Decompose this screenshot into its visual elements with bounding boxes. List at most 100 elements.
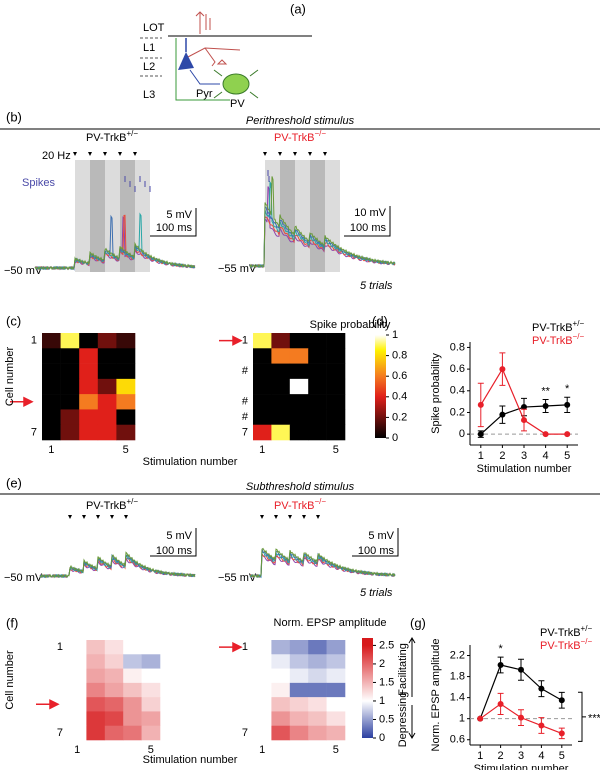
data-point [558, 697, 565, 704]
row-label: # [242, 396, 249, 408]
heatmap-cell [326, 333, 346, 349]
colorbar [362, 638, 373, 738]
x-tick-label: 5 [559, 750, 565, 762]
genotype-label: PV-TrkB−/− [274, 497, 326, 512]
x-tick-label: 2 [498, 750, 504, 762]
heatmap-cell [253, 394, 272, 410]
voltage-trace [39, 551, 196, 579]
heatmap-cell [271, 725, 291, 741]
heatmap-cell [253, 333, 272, 349]
heatmap-cell [271, 682, 291, 698]
heatmap-cell [326, 654, 346, 669]
heatmap-cell [42, 363, 61, 380]
x-tick-label: 3 [521, 450, 527, 462]
heatmap-cell [123, 725, 142, 741]
heatmap-cell [326, 348, 346, 364]
baseline-label: −55 mV [218, 263, 257, 275]
heatmap-cell [60, 363, 80, 380]
heatmap-cell [42, 348, 61, 364]
y-axis-label: Norm. EPSP amplitude [430, 639, 442, 752]
heatmap-cell [253, 682, 272, 698]
heatmap-cell [123, 711, 142, 727]
heatmap-cell [104, 697, 124, 712]
heatmap-cell [289, 394, 309, 410]
heatmap-cell [79, 333, 99, 349]
label: Pyr [196, 88, 213, 100]
col-label: 1 [259, 744, 265, 756]
pv-cell [222, 73, 250, 95]
colorbar-tick-label: 0.4 [392, 391, 407, 403]
spikes-label: Spikes [22, 177, 56, 189]
heatmap-cell [253, 348, 272, 364]
x-tick-label: 3 [518, 750, 524, 762]
direction-arrow [408, 637, 416, 739]
scale-label: 5 mV [368, 530, 394, 542]
direction-label: Facilitating [397, 643, 409, 696]
heatmap-cell [308, 640, 327, 655]
row-label: # [242, 365, 249, 377]
y-axis-label: Cell number [4, 347, 16, 407]
heatmap-cell [97, 333, 117, 349]
superscript: +/− [126, 129, 138, 138]
heatmap-cell [104, 640, 124, 655]
x-tick-label: 1 [477, 750, 483, 762]
genotype-label: PV-TrkB+/− [86, 129, 138, 144]
heatmap-cell [79, 409, 99, 426]
heatmap-cell [123, 668, 142, 684]
colorbar-tick-label: 1 [379, 695, 385, 707]
heatmap-cell [271, 640, 291, 655]
scale-bar [150, 528, 197, 557]
y-tick-label: 0.6 [450, 363, 465, 375]
x-tick-label: 4 [538, 750, 544, 762]
legend-entry: PV-TrkB+/− [540, 624, 592, 639]
scale-label: 100 ms [156, 222, 193, 234]
heatmap-cell [60, 348, 80, 364]
heatmap-cell [271, 394, 291, 410]
heatmap-cell [42, 424, 61, 441]
heatmap-cell [326, 640, 346, 655]
stim-tick [323, 152, 327, 156]
trials-label: 5 trials [360, 280, 393, 292]
row-arrow [10, 396, 34, 407]
heatmap-cell [289, 682, 309, 698]
x-axis-label: Stimulation number [477, 463, 572, 475]
heatmap-cell [271, 409, 291, 426]
heatmap-cell [123, 654, 142, 669]
heatmap-cell [86, 668, 106, 684]
row-label: 1 [57, 641, 63, 653]
scale-bar [344, 206, 391, 237]
data-point [521, 404, 527, 411]
significance-label: *** [588, 713, 600, 725]
circuit-diagram: LOT L1 L2 L3 Pyr PV [140, 11, 312, 110]
heatmap-cell [271, 424, 291, 441]
legend-name: PV-TrkB [532, 335, 573, 347]
heatmap-cell [116, 409, 136, 426]
superscript: −/− [314, 129, 326, 138]
genotype-label: PV-TrkB+/− [86, 497, 138, 512]
heatmap-cell [271, 711, 291, 727]
heatmap-cell [97, 363, 117, 380]
legend-name: PV-TrkB [540, 627, 581, 639]
heatmap-cell [326, 668, 346, 684]
data-point [497, 662, 504, 668]
heatmap-cell [271, 363, 291, 380]
x-tick-label: 4 [543, 450, 549, 462]
genotype: PV-TrkB [86, 500, 127, 512]
heatmap-cell [79, 363, 99, 380]
colorbar-tick-label: 0.2 [392, 411, 407, 423]
x-tick-label: 2 [499, 450, 505, 462]
heatmap-cell [326, 363, 346, 380]
panel-label: (d) [372, 313, 388, 328]
voltage-trace [249, 555, 396, 578]
voltage-trace [249, 176, 396, 269]
row-label: 7 [31, 426, 37, 438]
stim-band [75, 160, 90, 272]
heatmap-cell [68, 654, 87, 669]
colorbar-tick-label: 1.5 [379, 676, 394, 688]
stim-tick [288, 515, 292, 519]
heatmap-cell [141, 697, 161, 712]
heatmap-cell [289, 348, 309, 364]
heatmap-cell [289, 363, 309, 380]
legend-superscript: +/− [581, 624, 593, 633]
data-point [518, 714, 524, 721]
